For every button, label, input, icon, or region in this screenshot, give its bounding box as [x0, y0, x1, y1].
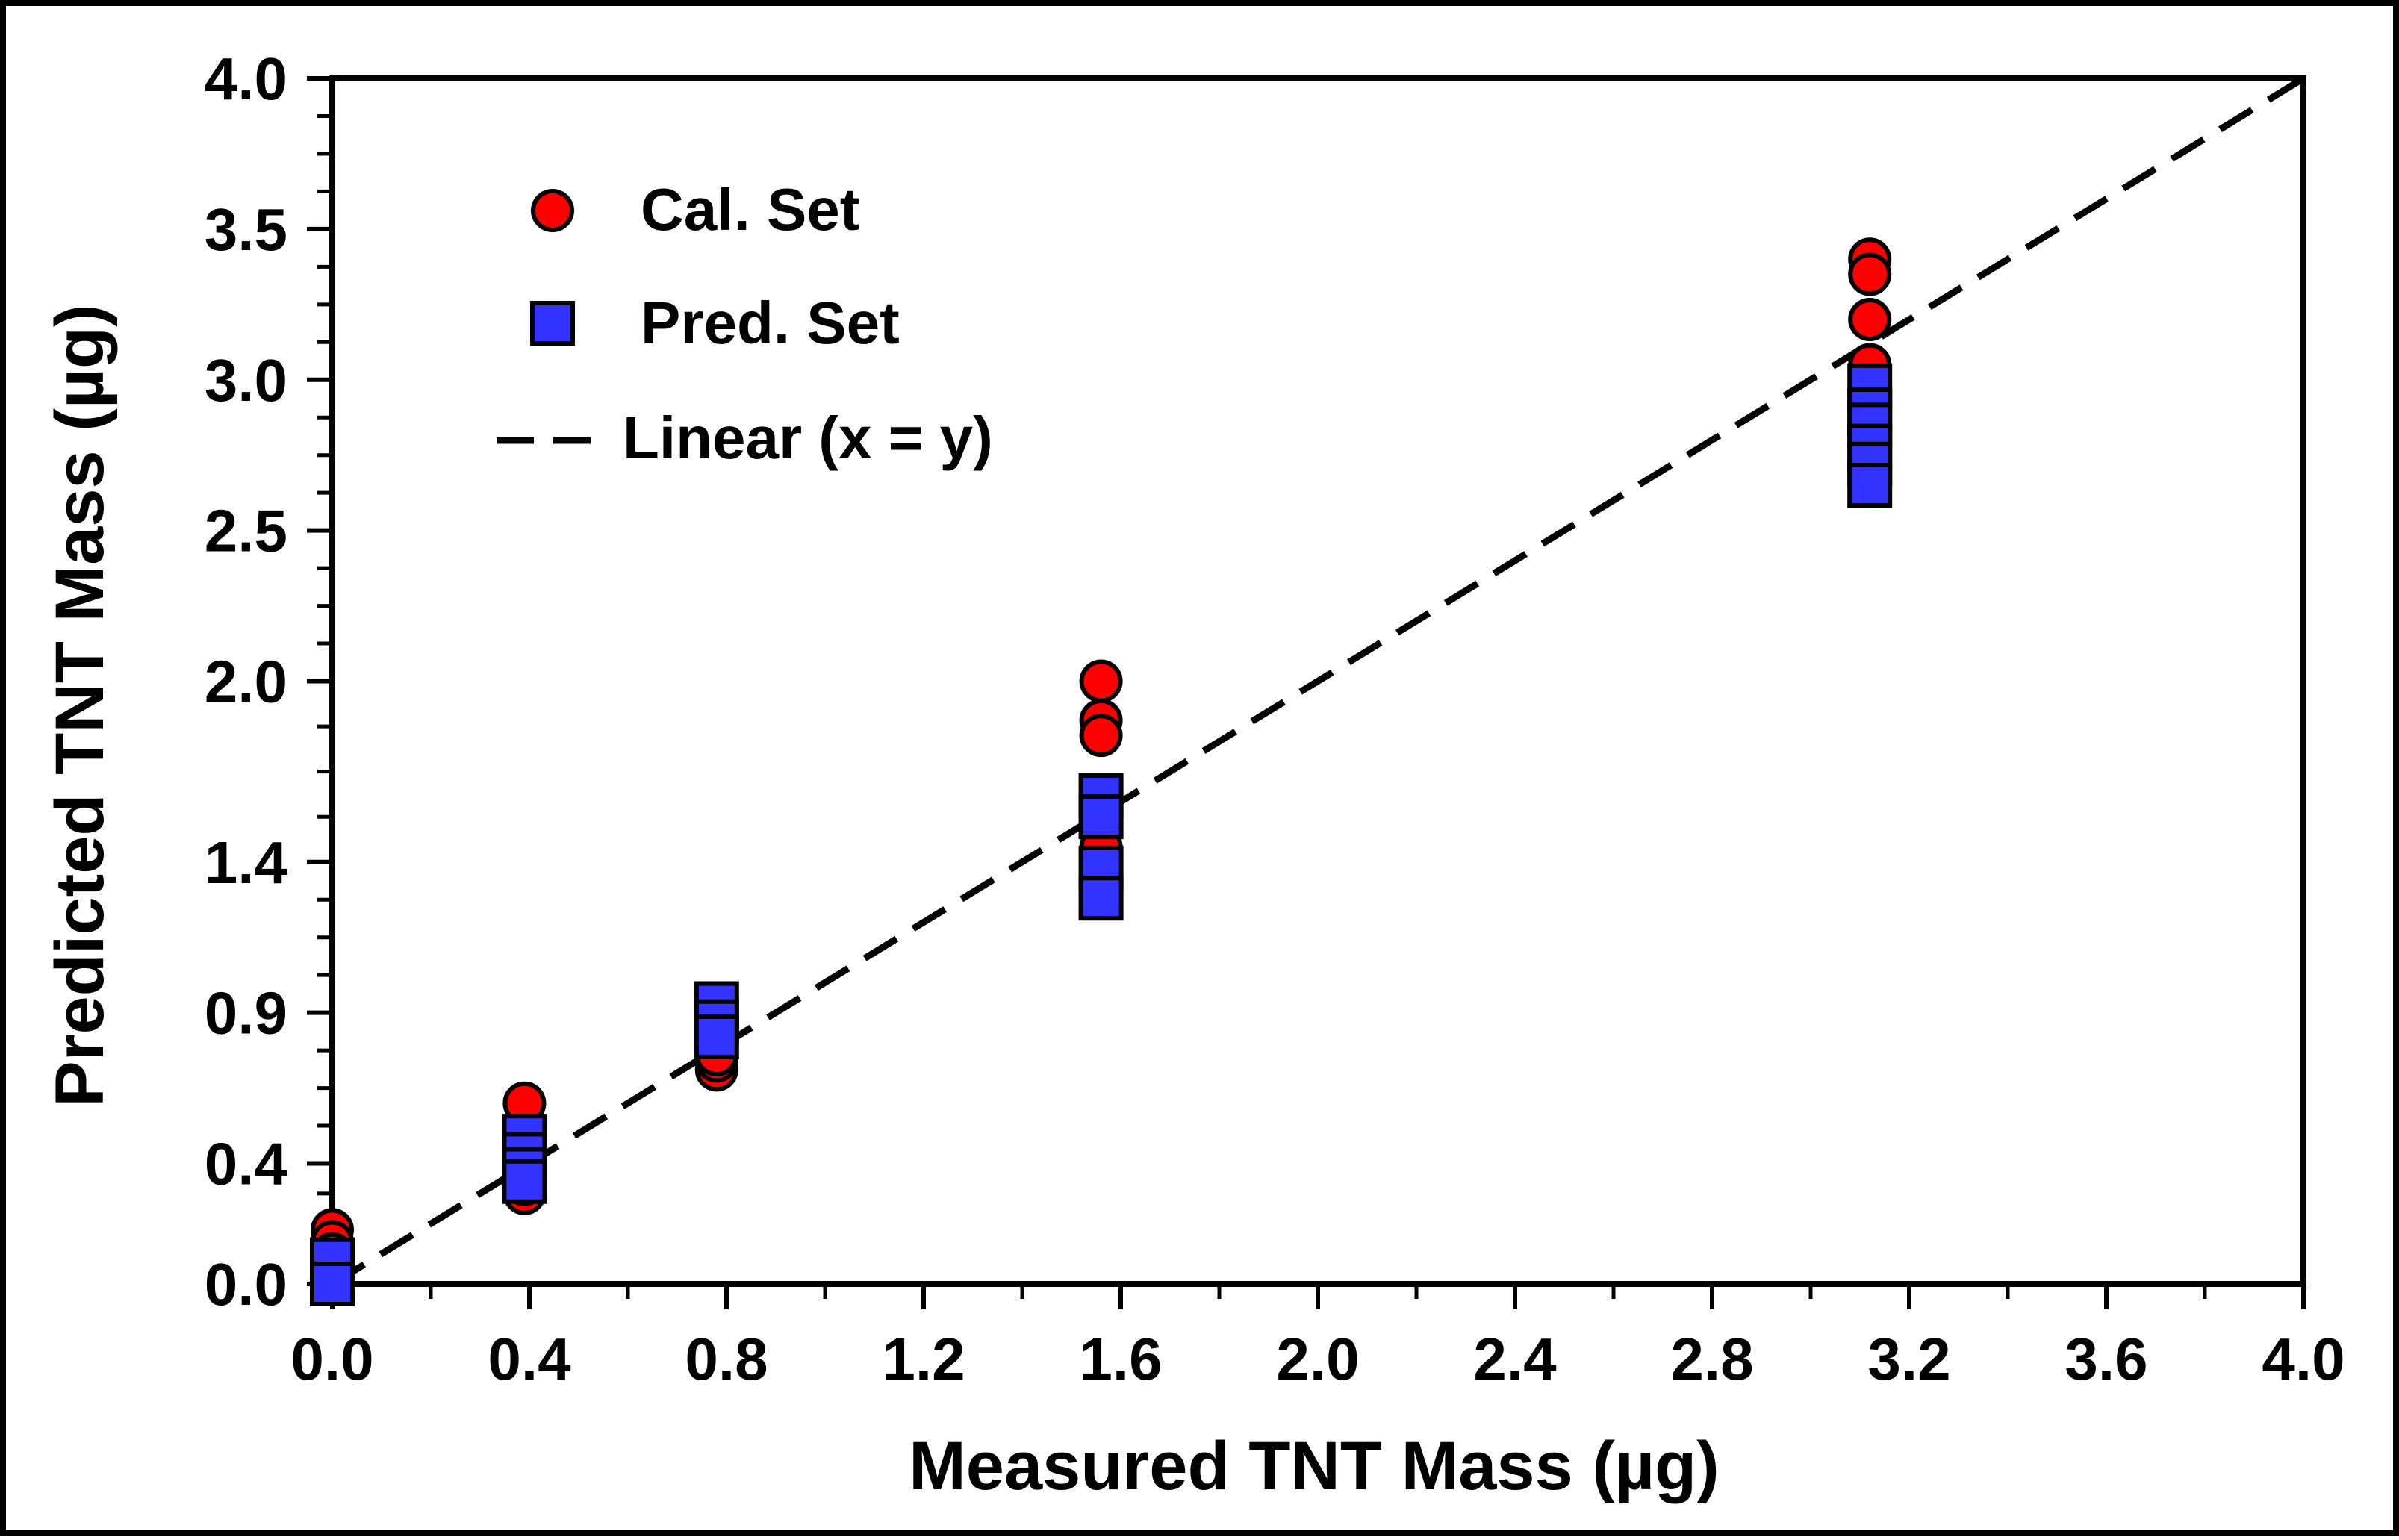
plot-area: 0.0 0.4 0.8 1.2 1.6 2.0 2.4 2.8 3.2 3.6 4.0 0.0 0.4 0…	[205, 46, 2345, 1392]
legend-pred-marker	[530, 301, 575, 346]
x-tick-label: 0.8	[685, 1326, 768, 1392]
y-tick-label: 0.0	[205, 1251, 287, 1318]
legend-cal-marker	[531, 189, 574, 232]
legend-cal-label: Cal. Set	[641, 176, 859, 243]
x-tick-label: 1.6	[1079, 1326, 1162, 1392]
x-axis-label: Measured TNT Mass (µg)	[909, 1428, 1720, 1504]
y-tick-label: 4.0	[205, 46, 287, 112]
x-tick-label: 3.2	[1867, 1326, 1950, 1392]
x-tick-label: 0.4	[488, 1326, 571, 1392]
y-tick-label: 2.0	[205, 649, 287, 715]
pred-set-point	[310, 1262, 355, 1306]
cal-set-point	[1848, 298, 1892, 341]
y-tick-label: 0.4	[205, 1131, 288, 1197]
cal-set-point	[1848, 252, 1892, 296]
y-tick-label: 0.9	[205, 980, 287, 1047]
legend-pred-label: Pred. Set	[641, 290, 900, 356]
y-tick-label: 2.5	[205, 498, 287, 564]
y-tick-label: 1.4	[205, 829, 288, 896]
pred-set-point	[1847, 463, 1893, 508]
reference-line-x-equals-y	[330, 75, 2306, 1287]
cal-set-point	[1079, 659, 1123, 703]
pred-set-point	[694, 1014, 739, 1059]
pred-set-point	[502, 1159, 547, 1204]
cal-set-point	[1079, 714, 1123, 758]
x-tick-label: 3.6	[2064, 1326, 2147, 1392]
x-tick-label: 2.8	[1670, 1326, 1753, 1392]
x-tick-label: 2.4	[1473, 1326, 1557, 1392]
pred-set-point	[1078, 794, 1124, 840]
x-tick-label: 2.0	[1276, 1326, 1359, 1392]
x-tick-label: 4.0	[2262, 1326, 2344, 1392]
x-tick-label: 0.0	[290, 1326, 373, 1392]
legend: Cal. Set Pred. Set Linear (x = y)	[497, 176, 993, 471]
legend-line-label: Linear (x = y)	[623, 405, 993, 471]
y-axis-label: Predicted TNT Mass (µg)	[42, 304, 118, 1106]
pred-set-point	[1078, 876, 1124, 921]
y-tick-label: 3.5	[205, 196, 287, 263]
y-tick-label: 3.0	[205, 347, 287, 414]
x-tick-label: 1.2	[882, 1326, 965, 1392]
